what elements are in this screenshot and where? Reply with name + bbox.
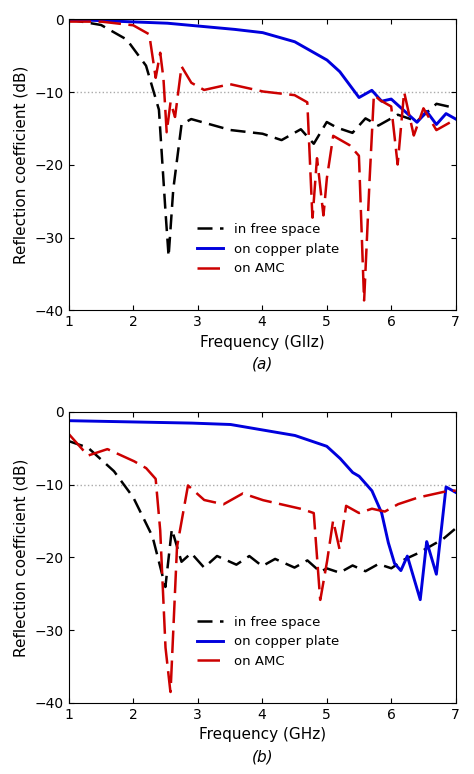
in free space	[163, 582, 168, 591]
Y-axis label: Reflection coefficient (dB): Reflection coefficient (dB)	[14, 66, 29, 264]
on copper plate	[66, 416, 72, 426]
on AMC	[231, 494, 237, 503]
on AMC	[66, 429, 72, 438]
on copper plate	[214, 420, 220, 429]
on AMC	[214, 82, 220, 91]
in free space	[110, 27, 116, 36]
Line: in free space: in free space	[69, 441, 456, 587]
on AMC	[361, 296, 367, 305]
on copper plate	[231, 25, 237, 34]
in free space	[404, 554, 410, 563]
on copper plate	[214, 23, 220, 33]
in free space	[446, 102, 451, 111]
in free space	[453, 104, 458, 113]
on AMC	[168, 687, 173, 697]
in free space	[404, 113, 410, 122]
in free space	[446, 530, 451, 539]
on AMC	[133, 457, 138, 467]
on AMC	[110, 447, 116, 456]
on copper plate	[453, 115, 458, 124]
on AMC	[214, 498, 220, 508]
on copper plate	[418, 595, 423, 604]
on AMC	[453, 115, 458, 124]
in free space	[214, 122, 220, 131]
on copper plate	[133, 17, 138, 26]
on AMC	[446, 118, 451, 128]
in free space	[110, 465, 116, 474]
on AMC	[133, 22, 138, 31]
Line: on copper plate: on copper plate	[69, 421, 456, 600]
on AMC	[231, 80, 237, 90]
on copper plate	[403, 108, 409, 118]
X-axis label: Frequency (GHz): Frequency (GHz)	[199, 728, 326, 742]
Text: (b): (b)	[251, 749, 273, 764]
on AMC	[446, 487, 451, 496]
Line: in free space: in free space	[69, 19, 456, 256]
on copper plate	[231, 420, 237, 430]
Text: (a): (a)	[252, 357, 273, 372]
on copper plate	[453, 488, 458, 497]
in free space	[66, 437, 72, 446]
in free space	[214, 551, 220, 560]
in free space	[166, 252, 172, 261]
on copper plate	[110, 417, 116, 426]
Y-axis label: Reflection coefficient (dB): Reflection coefficient (dB)	[14, 458, 29, 656]
in free space	[453, 524, 458, 533]
in free space	[231, 559, 237, 568]
Line: on copper plate: on copper plate	[69, 19, 456, 125]
on copper plate	[110, 16, 116, 26]
Legend: in free space, on copper plate, on AMC: in free space, on copper plate, on AMC	[191, 217, 344, 280]
on copper plate	[434, 120, 439, 129]
on copper plate	[66, 15, 72, 24]
Line: on AMC: on AMC	[69, 433, 456, 692]
on copper plate	[403, 553, 409, 563]
on copper plate	[133, 417, 138, 426]
in free space	[66, 15, 72, 24]
on AMC	[66, 17, 72, 26]
on AMC	[110, 19, 116, 28]
Legend: in free space, on copper plate, on AMC: in free space, on copper plate, on AMC	[191, 611, 344, 673]
in free space	[133, 47, 138, 57]
in free space	[133, 498, 138, 507]
on AMC	[404, 98, 410, 108]
X-axis label: Frequency (GIIz): Frequency (GIIz)	[200, 335, 325, 350]
in free space	[231, 126, 237, 135]
on copper plate	[446, 484, 451, 493]
Line: on AMC: on AMC	[69, 22, 456, 300]
on AMC	[404, 497, 410, 506]
on copper plate	[446, 110, 451, 119]
on AMC	[453, 486, 458, 495]
